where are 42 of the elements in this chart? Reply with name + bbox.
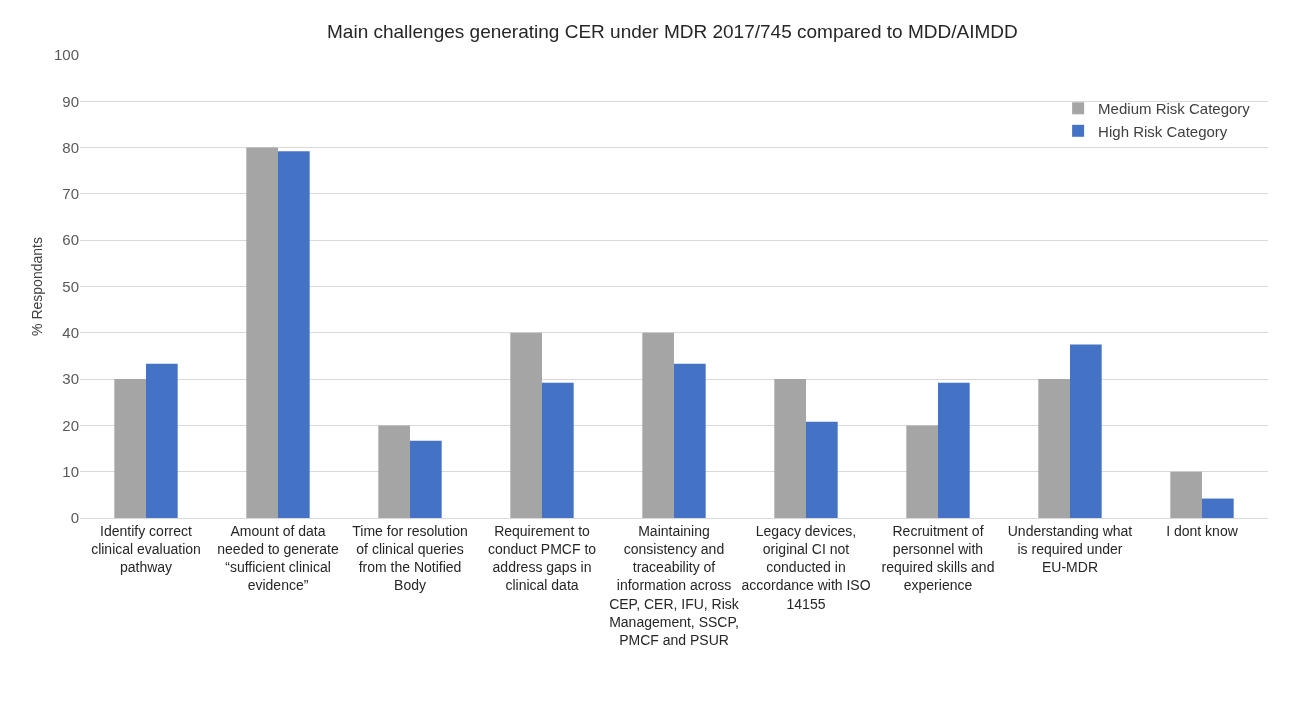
chart-title: Main challenges generating CER under MDR 2017/745 compared to MDD/AIMDD [327, 20, 1018, 42]
bar [1170, 471, 1202, 518]
x-tick-label: Time for resolution of clinical queries from the Notified Body [352, 522, 468, 594]
bar [1038, 379, 1070, 518]
x-tick-label: Recruitment of personnel with required skills and experience [881, 522, 995, 594]
x-tick-label: Understanding what is required under EU-MDR [1007, 522, 1133, 576]
bar [938, 382, 970, 518]
x-tick-label: Requirement to conduct PMCF to address gaps in clinical data [487, 522, 597, 594]
y-tick-label: 50 [62, 277, 79, 295]
bar [1202, 498, 1234, 518]
x-tick-label: Maintaining consistency and traceability of information across CEP, CER, IFU, Risk Management, SSCP, PMCF and PSUR [609, 522, 740, 648]
y-tick-label: 40 [62, 324, 79, 342]
bar [278, 151, 310, 518]
x-tick-label: Identify correct clinical evaluation pathway [91, 522, 201, 576]
y-axis-title: % Respondants [29, 237, 45, 336]
bar [114, 379, 146, 518]
bar [1070, 344, 1102, 518]
bar [674, 363, 706, 518]
bar [146, 363, 178, 518]
bar [410, 440, 442, 518]
y-tick-label: 10 [62, 462, 79, 480]
y-tick-label: 70 [62, 185, 79, 203]
y-tick-label: 100 [53, 46, 79, 64]
bar [542, 382, 574, 518]
y-tick-label: 0 [70, 509, 79, 527]
bar [906, 425, 938, 518]
x-tick-label: I dont know [1166, 522, 1239, 539]
bar [642, 332, 674, 518]
y-tick-label: 90 [62, 92, 79, 110]
y-tick-label: 80 [62, 138, 79, 156]
x-tick-label: Amount of data needed to generate “sufficient clinical evidence” [217, 522, 339, 594]
bar [378, 425, 410, 518]
y-tick-label: 30 [62, 370, 79, 388]
y-tick-label: 60 [62, 231, 79, 249]
y-tick-label: 20 [62, 416, 79, 434]
bar [510, 332, 542, 518]
bar [246, 147, 278, 518]
legend-label: High Risk Category [1098, 122, 1228, 140]
legend-label: Medium Risk Category [1098, 100, 1251, 118]
bar [806, 421, 838, 518]
bar [774, 379, 806, 518]
x-tick-label: Legacy devices, original CI not conducted in accordance with ISO 14155 [741, 522, 871, 612]
